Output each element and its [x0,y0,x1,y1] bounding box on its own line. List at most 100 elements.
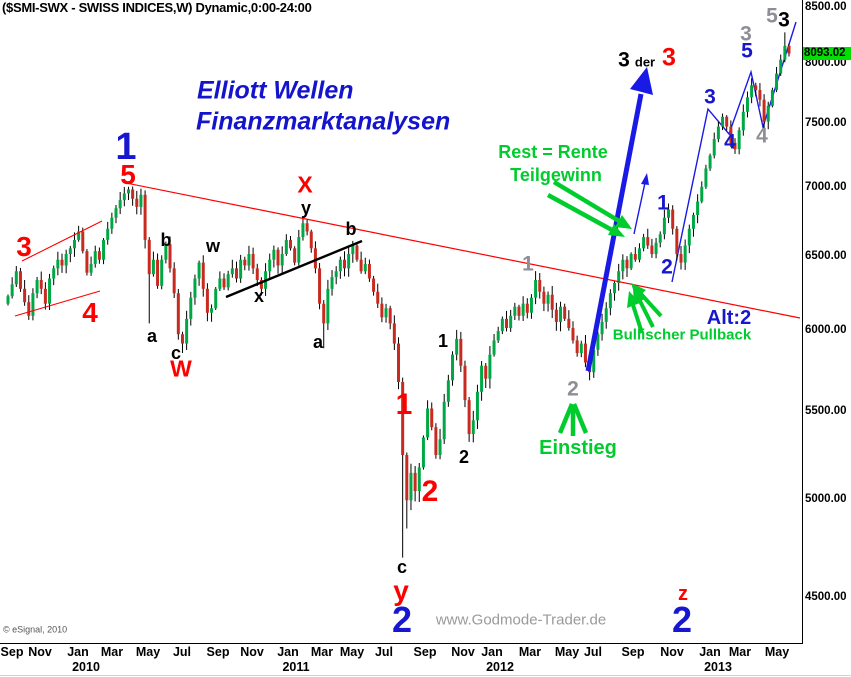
candle-up [613,282,617,294]
candle-down [388,308,392,324]
candle-up [604,308,608,322]
candle-down [675,228,679,255]
chart-canvas[interactable]: ($SMI-SWX - SWISS INDICES,W) Dynamic,0:0… [0,0,802,643]
red-downtrend-line [125,182,801,319]
candle-down [359,259,363,272]
candle-down [372,278,376,292]
axis-divider [802,0,803,643]
candle-down [633,254,637,260]
candle-up [52,268,56,279]
candle-up [534,279,538,298]
candle-up [197,262,201,279]
candle-up [617,271,621,283]
candle-down [625,259,629,269]
candle-down [201,262,205,289]
wave-blue-2-right: 2 [671,599,693,640]
price-tick-8500.00: 8500.00 [805,1,847,13]
candle-up [496,331,500,341]
candle-up [384,308,388,318]
price-tick-7000.00: 7000.00 [805,181,847,194]
wave-blue-1: 1 [657,191,669,215]
candle-up [118,200,122,209]
wave-black-y: y [300,198,312,218]
candle-up [596,334,600,350]
candle-up [226,274,230,288]
candle-up [700,186,704,202]
candle-up [492,340,496,355]
candle-down [646,237,650,246]
wave-blue-3: 3 [704,85,716,109]
wave-black-b-1: b [160,230,172,250]
candle-up [106,228,110,240]
candlestick-chart[interactable] [0,0,802,643]
candle-down [293,248,297,263]
candle-down [405,454,409,501]
candle-down [650,245,654,255]
candle-up [351,245,355,255]
candle-up [114,208,118,218]
wave-red-y: y [393,575,409,606]
candle-down [355,245,359,260]
candle-down [525,303,529,313]
wave-red-z: z [678,583,688,605]
green-arrow-rest-2-shaft [546,193,614,232]
candle-up [779,59,783,74]
candle-up [31,293,35,316]
wave-black-x: x [253,286,265,306]
candle-up [696,201,700,216]
candle-down [222,278,226,288]
candle-up [151,259,155,275]
candle-up [93,251,97,265]
candle-up [210,308,214,313]
candle-up [126,189,130,194]
candle-down [60,259,64,266]
candle-down [575,340,579,354]
candle-down [538,279,542,292]
candle-up [451,354,455,381]
candle-down [671,209,675,229]
candle-down [397,343,401,382]
candle-down [143,194,147,240]
wave-black-1: 1 [437,331,449,351]
candle-up [438,439,442,455]
candle-down [205,288,209,313]
candle-down [467,400,471,435]
candle-down [459,338,463,366]
candle-up [10,284,14,297]
time-axis[interactable]: Sep Nov Jan Mar May Jul Sep Nov Jan Mar May Jul Sep N… [0,644,851,676]
candle-up [417,467,421,492]
year-label-2013: 2013 [704,660,732,674]
candle-down [243,259,247,266]
wave-red-2: 2 [421,475,439,508]
green-arrow-pullback-3-shaft [631,304,644,334]
candle-down [168,244,172,269]
candle-up [637,248,641,260]
esignal-copyright: © eSignal, 2010 [3,624,68,635]
candle-down [97,251,101,260]
red-channel-lower-line [14,290,101,317]
candle-down [583,343,587,363]
price-tick-6500.00: 6500.00 [805,249,847,262]
wave-blue-4: 4 [724,130,736,154]
price-tick-6000.00: 6000.00 [805,324,847,337]
label-alt-2: Alt:2 [706,307,752,329]
candle-down [392,323,396,344]
candle-down [413,472,417,492]
candle-up [770,90,774,106]
candle-up [247,254,251,266]
candle-down [276,249,280,266]
candle-up [712,139,716,156]
candle-up [737,130,741,150]
price-axis[interactable]: 8500.00 8000.00 7500.00 7000.00 6500.00 6000.… [803,0,851,643]
candle-up [766,105,770,122]
candle-up [658,234,662,243]
month-label-jul-17: Jul [583,645,603,659]
green-arrow-rest-1-head [615,215,632,229]
month-label-may-16: May [554,645,580,659]
month-label-jan-20: Jan [699,645,721,659]
candle-down [176,293,180,335]
candle-down [434,427,438,455]
candle-down [505,318,509,329]
candle-up [102,239,106,260]
candle-down [733,142,737,150]
